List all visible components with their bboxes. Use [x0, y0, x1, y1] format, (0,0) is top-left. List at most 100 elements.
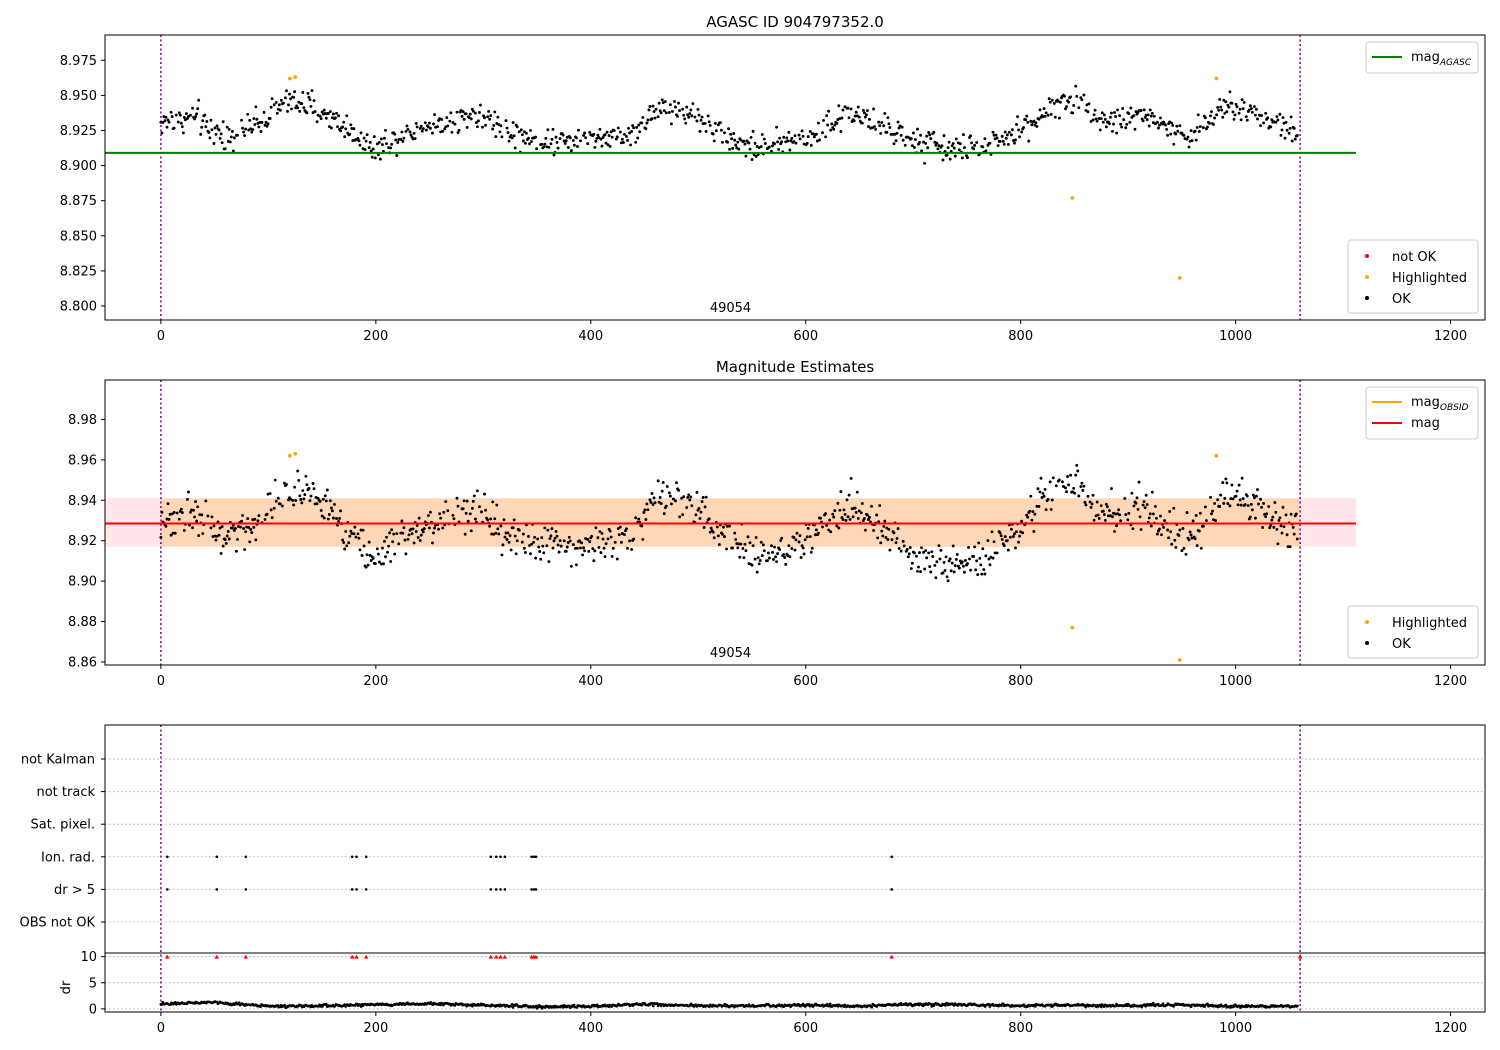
ok-point — [682, 113, 686, 117]
ok-point — [218, 136, 222, 140]
ok-point — [1221, 115, 1225, 119]
flag-point — [494, 855, 498, 859]
ok-point — [1145, 503, 1149, 506]
ok-point — [825, 523, 829, 527]
ok-point — [1118, 513, 1122, 517]
ok-point — [677, 101, 680, 105]
ok-point — [700, 500, 704, 504]
ok-point — [1285, 533, 1289, 537]
ok-point — [1164, 123, 1168, 127]
ok-point — [1036, 487, 1040, 491]
ok-point — [1256, 117, 1259, 121]
ok-point — [409, 133, 413, 137]
ok-point — [266, 122, 270, 126]
y-tick-label: 8.86 — [68, 655, 97, 670]
ok-point — [738, 555, 742, 559]
ok-point — [214, 538, 218, 542]
ok-point — [1067, 483, 1071, 487]
ok-point — [1294, 512, 1298, 516]
ok-point — [269, 105, 273, 109]
ok-point — [400, 519, 404, 523]
ok-point — [629, 143, 633, 147]
ok-point — [606, 143, 610, 147]
ok-point — [1030, 123, 1034, 127]
ok-point — [856, 516, 860, 520]
ok-point — [381, 546, 384, 550]
ok-point — [373, 156, 377, 160]
dr-exceed-marker — [363, 954, 369, 959]
dr-point — [324, 1002, 328, 1006]
ok-point — [837, 104, 841, 108]
ok-point — [960, 560, 964, 564]
ok-point — [878, 504, 882, 507]
ok-point — [243, 134, 247, 138]
ok-point — [862, 516, 866, 520]
ok-point — [530, 542, 533, 546]
ok-point — [1255, 107, 1258, 111]
ok-point — [766, 551, 770, 555]
ok-point — [1095, 119, 1099, 123]
legend-dot-swatch — [1365, 254, 1369, 258]
ok-point — [534, 135, 538, 139]
ok-point — [1210, 110, 1213, 114]
ok-point — [391, 540, 395, 544]
ok-point — [684, 121, 688, 125]
ok-point — [972, 147, 976, 151]
ok-point — [1178, 124, 1182, 128]
ok-point — [1124, 126, 1128, 130]
ok-point — [287, 103, 290, 107]
ok-point — [640, 121, 644, 125]
ok-point — [547, 145, 551, 149]
ok-point — [645, 502, 649, 506]
ok-point — [889, 132, 893, 136]
ok-point — [1146, 113, 1150, 117]
ok-point — [1289, 512, 1293, 516]
ok-point — [660, 98, 664, 102]
ok-point — [248, 540, 252, 544]
ok-point — [1077, 494, 1081, 498]
ok-point — [1001, 139, 1005, 143]
ok-point — [417, 516, 421, 520]
ok-point — [950, 561, 954, 565]
ok-point — [166, 502, 170, 506]
ok-point — [464, 112, 468, 116]
ok-point — [303, 493, 307, 497]
dr-point — [595, 1003, 599, 1007]
ok-point — [590, 534, 594, 538]
ok-point — [784, 562, 788, 566]
ok-point — [377, 560, 381, 564]
ok-point — [336, 125, 339, 129]
legend-box — [1365, 386, 1479, 440]
ok-point — [1288, 545, 1292, 549]
ok-point — [1277, 518, 1281, 522]
ok-point — [209, 526, 213, 530]
ok-point — [669, 122, 673, 126]
ok-point — [484, 508, 488, 512]
ok-point — [393, 552, 397, 556]
ok-point — [499, 524, 503, 528]
ok-point — [270, 516, 274, 520]
ok-point — [465, 125, 469, 129]
ok-point — [592, 559, 596, 563]
ok-point — [618, 130, 622, 134]
x-tick-label: 1000 — [1219, 674, 1252, 689]
ok-point — [790, 136, 794, 140]
ok-point — [1142, 108, 1146, 112]
ok-point — [1025, 114, 1029, 118]
ok-point — [321, 497, 325, 501]
ok-point — [207, 130, 211, 134]
ok-point — [810, 546, 814, 550]
ok-point — [597, 136, 601, 140]
ok-point — [1148, 108, 1152, 112]
dr-exceed-marker — [165, 954, 170, 959]
ok-point — [554, 135, 558, 139]
ok-point — [568, 539, 572, 543]
ok-point — [273, 478, 277, 482]
ok-point — [702, 526, 706, 529]
ok-point — [200, 125, 204, 129]
ok-point — [421, 127, 425, 131]
ok-point — [910, 561, 914, 565]
ok-point — [309, 494, 313, 498]
ok-point — [574, 563, 578, 567]
ok-point — [1237, 483, 1241, 487]
